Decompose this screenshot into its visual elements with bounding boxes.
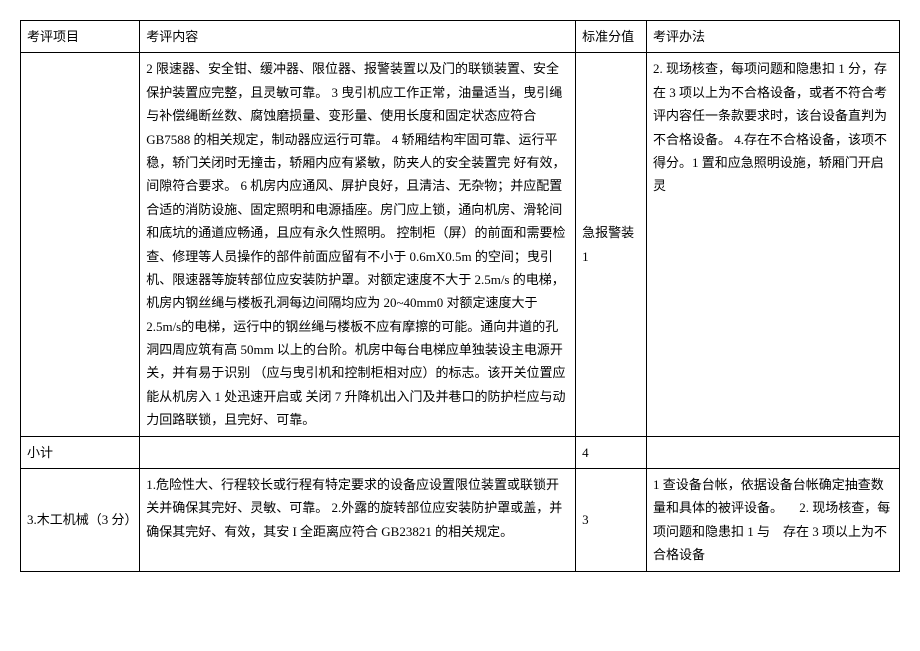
item-cell: 3.木工机械（3 分）	[21, 469, 140, 572]
subtotal-score: 4	[576, 436, 647, 468]
method-cell: 2. 现场核查，每项问题和隐患扣 1 分，存在 3 项以上为不合格设备，或者不符…	[647, 53, 900, 436]
header-method: 考评办法	[647, 21, 900, 53]
subtotal-label: 小计	[21, 436, 140, 468]
header-row: 考评项目 考评内容 标准分值 考评办法	[21, 21, 900, 53]
content-row-1: 2 限速器、安全钳、缓冲器、限位器、报警装置以及门的联锁装置、安全保护装置应完整…	[21, 53, 900, 436]
header-content: 考评内容	[140, 21, 576, 53]
header-score: 标准分值	[576, 21, 647, 53]
content-row-3: 3.木工机械（3 分） 1.危险性大、行程较长或行程有特定要求的设备应设置限位装…	[21, 469, 900, 572]
content-cell: 1.危险性大、行程较长或行程有特定要求的设备应设置限位装置或联锁开关并确保其完好…	[140, 469, 576, 572]
subtotal-method	[647, 436, 900, 468]
header-item: 考评项目	[21, 21, 140, 53]
method-cell: 1 查设备台帐，依据设备台帐确定抽查数量和具体的被评设备。 2. 现场核查，每项…	[647, 469, 900, 572]
subtotal-content	[140, 436, 576, 468]
score-cell: 3	[576, 469, 647, 572]
subtotal-row: 小计 4	[21, 436, 900, 468]
content-cell: 2 限速器、安全钳、缓冲器、限位器、报警装置以及门的联锁装置、安全保护装置应完整…	[140, 53, 576, 436]
score-cell: 急报警装 1	[576, 53, 647, 436]
item-cell	[21, 53, 140, 436]
